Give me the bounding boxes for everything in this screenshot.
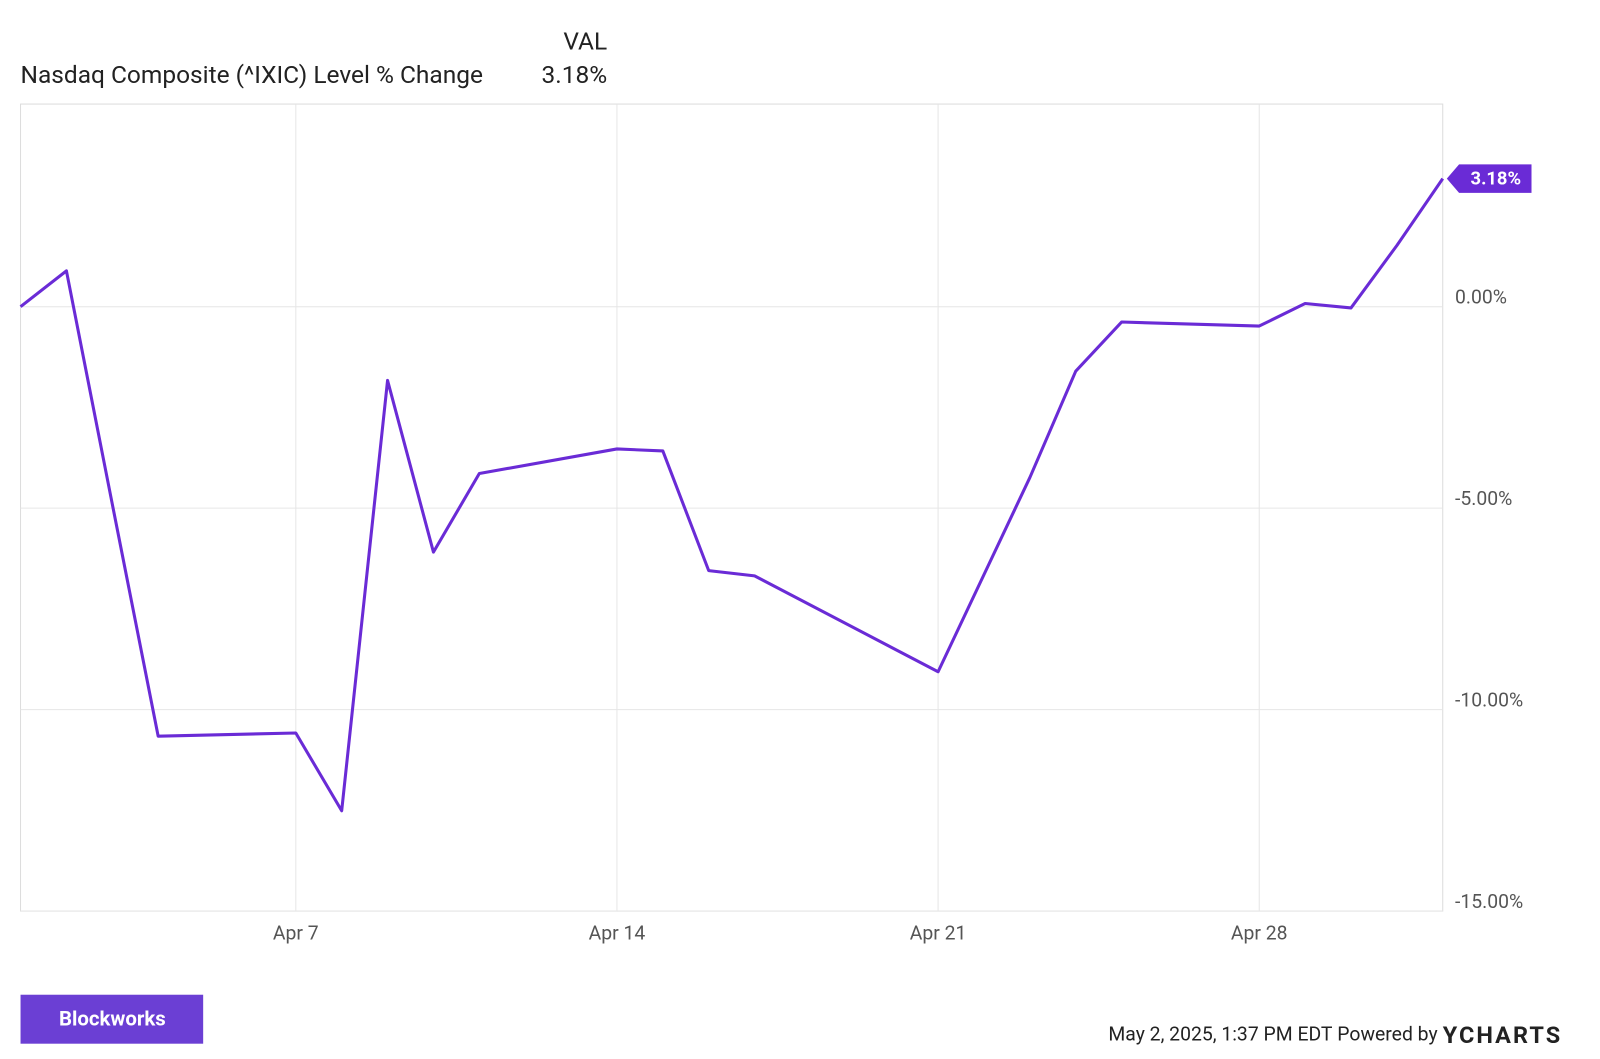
footer-timestamp: May 2, 2025, 1:37 PM EDT Powered by (1108, 1023, 1437, 1046)
legend-name: Nasdaq Composite (^IXIC) Level % Change (21, 60, 483, 89)
series-line (19, 177, 1445, 813)
y-tick-label: -10.00% (1455, 689, 1523, 712)
y-tick-label: -5.00% (1455, 487, 1512, 510)
brand: YCHARTS (1443, 1021, 1562, 1049)
powered-by: Powered by (1337, 1023, 1437, 1046)
value-flag-label: 3.18% (1471, 168, 1521, 189)
value-flag (1446, 164, 1532, 193)
timestamp: May 2, 2025, 1:37 PM EDT (1108, 1023, 1333, 1046)
y-tick-label: 0.00% (1455, 286, 1507, 309)
logo-box (20, 994, 204, 1044)
x-tick-label: Apr 14 (589, 922, 646, 945)
x-tick-label: Apr 7 (273, 922, 319, 945)
x-tick-label: Apr 21 (910, 922, 967, 945)
logo-text: Blockworks (59, 1007, 166, 1031)
y-tick-label: -15.00% (1455, 890, 1523, 913)
x-tick-label: Apr 28 (1231, 922, 1288, 945)
legend-header: VAL (563, 26, 607, 55)
plot-frame (20, 103, 1444, 912)
legend-value: 3.18% (542, 60, 608, 89)
